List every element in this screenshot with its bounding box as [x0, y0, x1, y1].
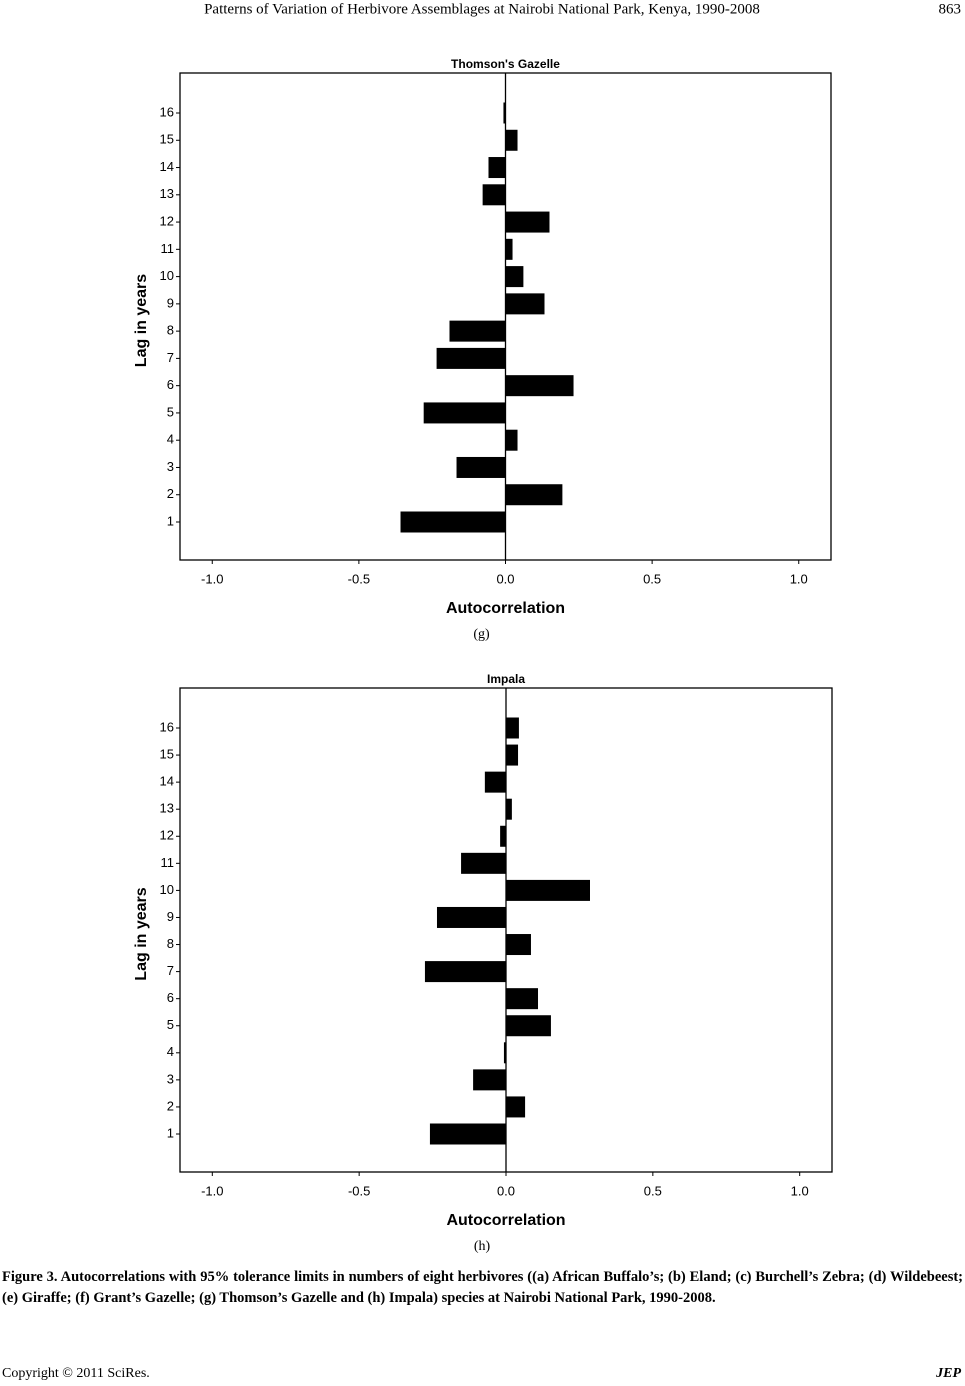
- bar: [505, 266, 524, 288]
- x-axis-label: Autocorrelation: [446, 600, 565, 617]
- x-tick-label: 1.0: [790, 571, 808, 586]
- y-tick-label: 14: [160, 159, 174, 174]
- y-tick-label: 8: [167, 323, 174, 338]
- bar: [449, 320, 506, 342]
- page-number: 863: [939, 1, 962, 17]
- y-tick-label: 7: [167, 350, 174, 365]
- y-tick-label: 6: [167, 377, 174, 392]
- y-tick-label: 2: [167, 486, 174, 501]
- bar: [424, 961, 506, 983]
- bar: [506, 988, 539, 1010]
- x-tick-label: 0.5: [644, 1183, 662, 1198]
- bar: [400, 511, 506, 533]
- bar: [506, 744, 519, 766]
- bar: [505, 211, 550, 233]
- x-tick-label: -1.0: [201, 1183, 223, 1198]
- bar: [429, 1123, 506, 1145]
- panel-caption: (h): [474, 1239, 491, 1254]
- copyright: Copyright © 2011 SciRes.: [2, 1366, 150, 1381]
- bar: [473, 1069, 506, 1091]
- y-axis-label: Lag in years: [133, 887, 150, 980]
- chart-title: Impala: [487, 672, 525, 686]
- y-tick-label: 11: [161, 241, 175, 256]
- y-tick-label: 7: [167, 963, 174, 978]
- bar: [503, 102, 506, 124]
- y-axis-label: Lag in years: [133, 274, 150, 367]
- bar: [506, 1015, 551, 1037]
- y-tick-label: 16: [160, 719, 174, 734]
- bar: [503, 1042, 506, 1064]
- bar: [436, 906, 506, 928]
- x-tick-label: 0.0: [497, 1183, 515, 1198]
- chart-title: Thomson's Gazelle: [451, 57, 560, 71]
- y-tick-label: 15: [160, 747, 174, 762]
- bar: [423, 402, 506, 424]
- x-tick-label: 0.5: [643, 571, 661, 586]
- bar: [488, 157, 506, 179]
- y-tick-label: 13: [160, 801, 174, 816]
- bar: [505, 238, 513, 260]
- bar: [482, 184, 506, 206]
- y-tick-label: 9: [167, 295, 174, 310]
- y-tick-label: 1: [167, 1125, 174, 1140]
- bar: [505, 293, 545, 315]
- x-tick-label: 0.0: [496, 571, 514, 586]
- figure-caption: Figure 3. Autocorrelations with 95% tole…: [2, 1269, 963, 1306]
- y-tick-label: 5: [167, 1017, 174, 1032]
- bar: [505, 429, 518, 451]
- x-tick-label: -0.5: [348, 1183, 370, 1198]
- y-tick-label: 4: [167, 432, 174, 447]
- panel-caption: (g): [473, 627, 490, 642]
- y-tick-label: 9: [167, 909, 174, 924]
- bar: [506, 717, 519, 739]
- y-tick-label: 14: [160, 774, 174, 789]
- y-tick-label: 2: [167, 1098, 174, 1113]
- y-tick-label: 13: [160, 186, 174, 201]
- bar: [506, 798, 512, 820]
- y-tick-label: 6: [167, 990, 174, 1005]
- y-tick-label: 10: [160, 882, 174, 897]
- y-tick-label: 10: [160, 268, 174, 283]
- y-tick-label: 3: [167, 459, 174, 474]
- y-tick-label: 12: [160, 828, 174, 843]
- bar: [506, 1096, 526, 1118]
- bar: [505, 375, 574, 397]
- x-axis-label: Autocorrelation: [446, 1212, 565, 1229]
- bar: [461, 852, 506, 874]
- bar: [500, 825, 506, 847]
- bar: [505, 129, 518, 151]
- running-title: Patterns of Variation of Herbivore Assem…: [204, 1, 760, 17]
- y-tick-label: 5: [167, 404, 174, 419]
- y-tick-label: 15: [160, 132, 174, 147]
- bar: [506, 934, 531, 956]
- y-tick-label: 16: [160, 104, 174, 119]
- x-tick-label: 1.0: [791, 1183, 809, 1198]
- y-tick-label: 12: [160, 214, 174, 229]
- bar: [506, 879, 590, 901]
- x-tick-label: -0.5: [348, 571, 370, 586]
- bar: [456, 456, 506, 478]
- journal: JEP: [936, 1366, 961, 1381]
- y-tick-label: 11: [161, 855, 175, 870]
- bar: [505, 484, 563, 506]
- bar: [436, 347, 506, 369]
- y-tick-label: 1: [167, 513, 174, 528]
- x-tick-label: -1.0: [201, 571, 223, 586]
- y-tick-label: 4: [167, 1044, 174, 1059]
- y-tick-label: 8: [167, 936, 174, 951]
- y-tick-label: 3: [167, 1071, 174, 1086]
- bar: [484, 771, 506, 793]
